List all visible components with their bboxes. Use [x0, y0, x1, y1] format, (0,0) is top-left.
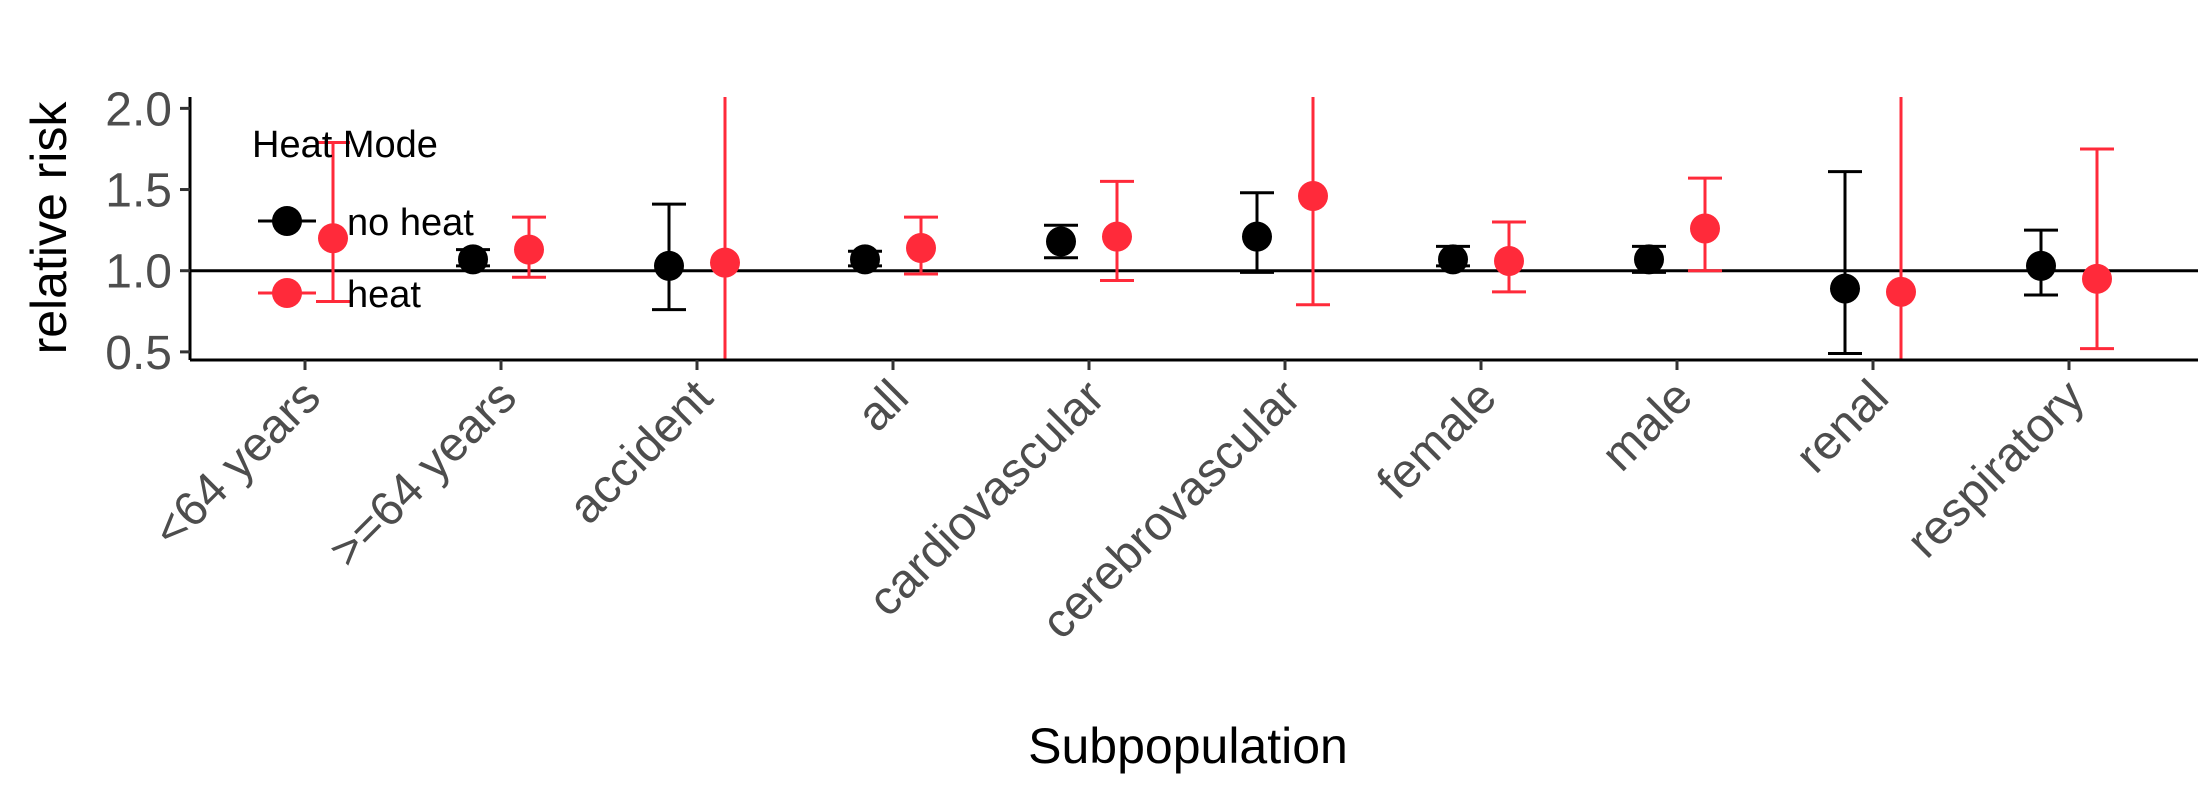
y-tick-label: 1.5 — [105, 165, 172, 218]
data-point — [850, 244, 880, 275]
legend-key-point — [272, 206, 302, 236]
legend-key-point — [272, 278, 302, 308]
data-point — [1242, 221, 1272, 252]
x-tick-label: male — [1592, 370, 1703, 481]
data-point — [318, 223, 348, 254]
y-tick-label: 2.0 — [105, 83, 172, 136]
axes: 0.5 1.0 1.5 2.0 <64 years>=64 years accident… — [21, 83, 2198, 774]
x-tick-label: renal — [1786, 370, 1899, 483]
x-tick-label: <64 years — [143, 370, 330, 557]
data-point — [1102, 221, 1132, 252]
data-point — [1438, 244, 1468, 275]
data-point — [2026, 250, 2056, 281]
legend-label: no heat — [347, 202, 474, 244]
data-point — [710, 247, 740, 278]
data-point — [458, 244, 488, 275]
data-point — [906, 232, 936, 263]
data-point — [1046, 226, 1076, 257]
legend-label: heat — [347, 274, 421, 316]
y-ticks: 0.5 1.0 1.5 2.0 — [105, 83, 190, 380]
data-point — [654, 250, 684, 281]
x-ticks: <64 years>=64 years accident allcardiovasc… — [143, 360, 2095, 649]
data-point — [1690, 213, 1720, 244]
y-tick-label: 0.5 — [105, 327, 172, 380]
y-tick-label: 1.0 — [105, 246, 172, 299]
x-tick-label: >=64 years — [319, 370, 526, 577]
data-point — [1494, 245, 1524, 276]
series-no-heat — [456, 170, 2058, 356]
x-tick-label: respiratory — [1897, 370, 2095, 568]
legend: Heat Mode no heat heat — [252, 124, 474, 316]
x-tick-label: female — [1367, 370, 1506, 509]
series-heat — [316, 97, 2114, 360]
data-point — [1634, 244, 1664, 275]
legend-item-no-heat: no heat — [258, 202, 474, 244]
data-point — [2082, 263, 2112, 294]
data-point — [1298, 181, 1328, 212]
legend-title: Heat Mode — [252, 124, 438, 166]
data-point — [1886, 276, 1916, 307]
x-axis-title: Subpopulation — [1028, 718, 1348, 774]
x-tick-label: accident — [559, 370, 723, 534]
data-point — [1830, 273, 1860, 304]
y-axis-title: relative risk — [21, 101, 77, 355]
x-tick-label: all — [847, 370, 918, 441]
data-point — [514, 234, 544, 265]
legend-item-heat: heat — [258, 274, 421, 316]
plot-area — [190, 97, 2198, 360]
